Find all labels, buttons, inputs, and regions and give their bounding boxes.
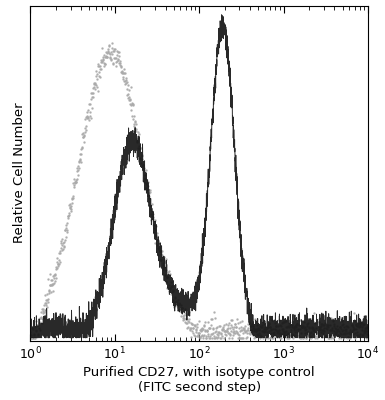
X-axis label: Purified CD27, with isotype control
(FITC second step): Purified CD27, with isotype control (FIT…: [84, 366, 315, 394]
Y-axis label: Relative Cell Number: Relative Cell Number: [13, 103, 26, 244]
